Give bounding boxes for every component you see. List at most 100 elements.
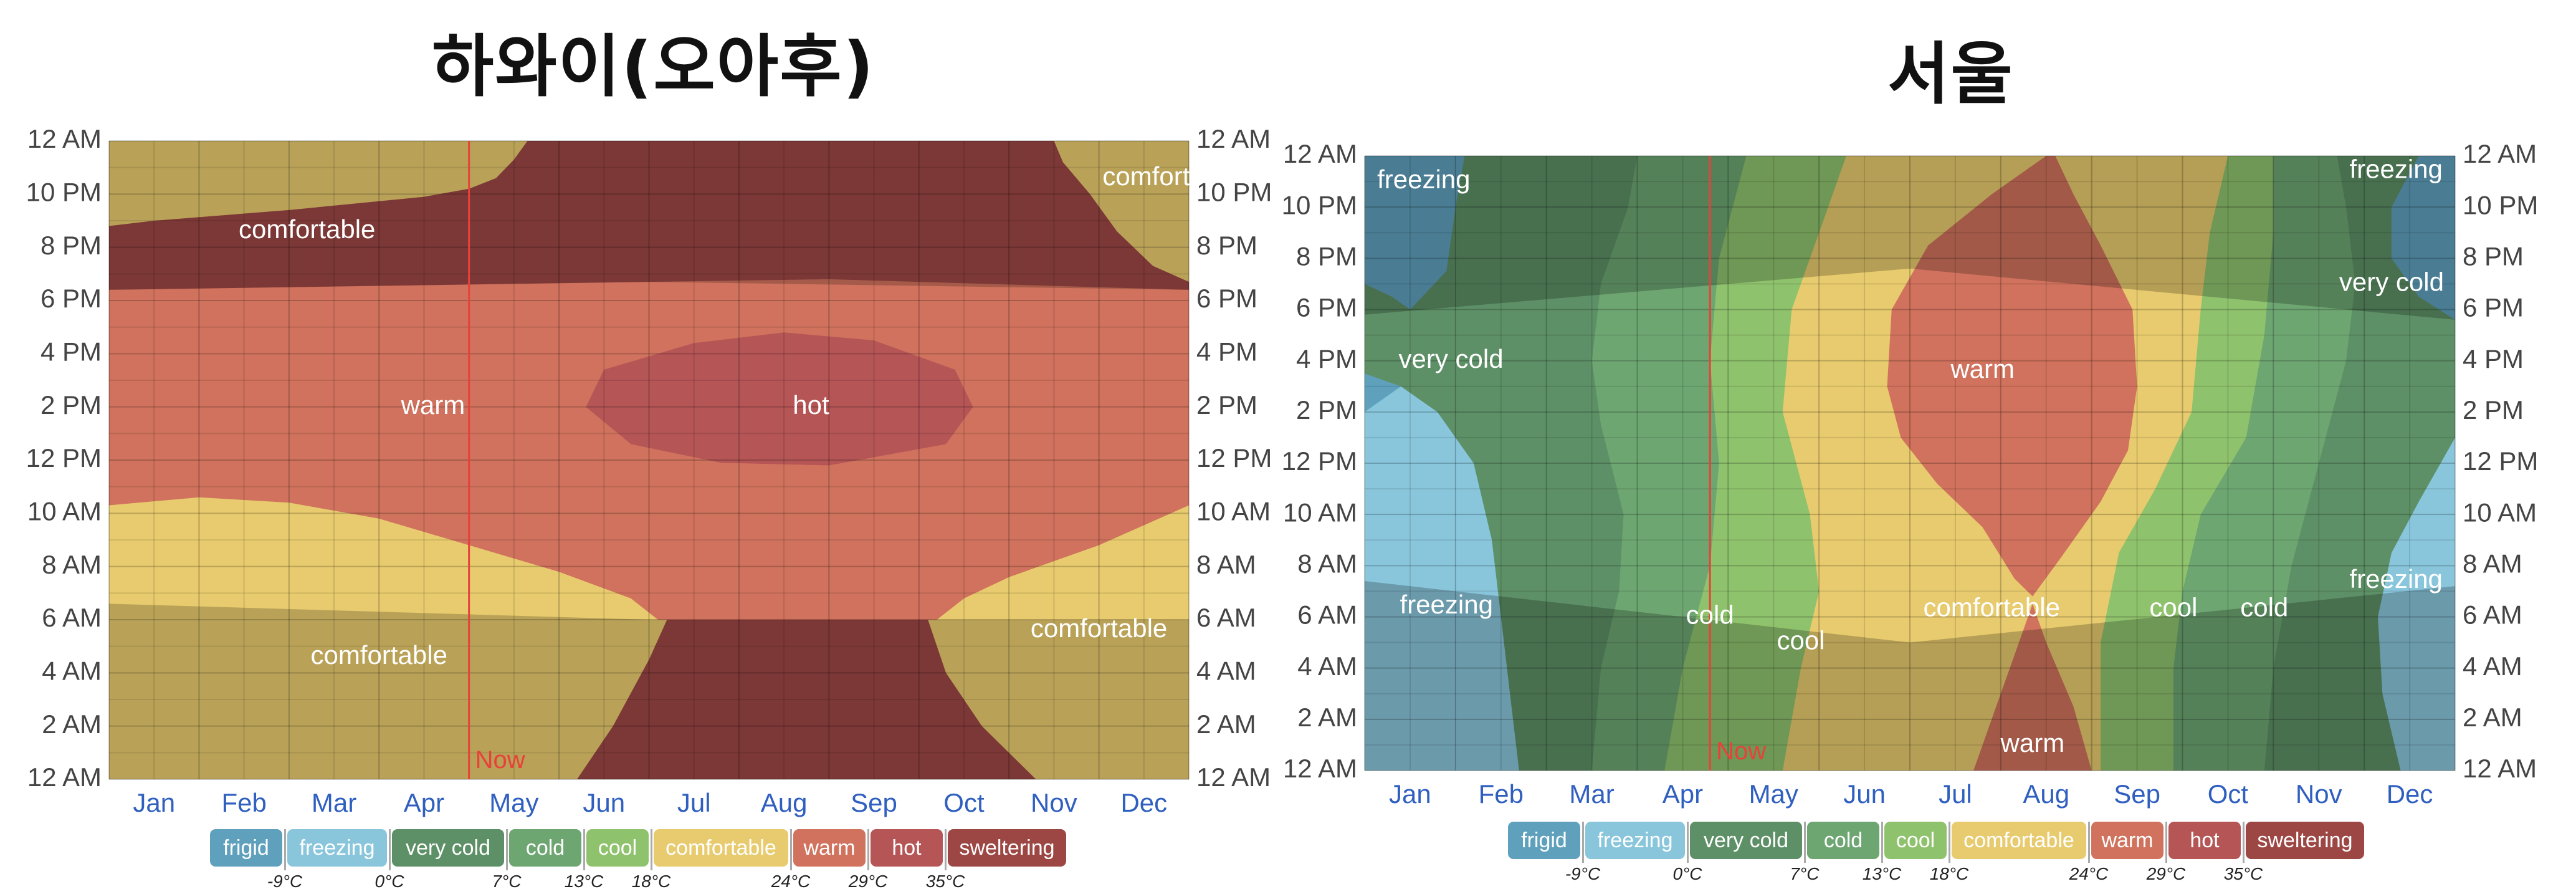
x-tick-label: Oct xyxy=(943,788,985,817)
x-tick-label: Sep xyxy=(851,788,897,817)
y-tick-label: 2 PM xyxy=(1196,390,1257,420)
x-tick-label: Sep xyxy=(2114,779,2160,809)
legend-temperature: 0°C xyxy=(374,872,404,891)
legend-separator xyxy=(583,829,585,870)
legend-item-cool: cool xyxy=(1884,822,1947,859)
night-shading xyxy=(109,141,1189,290)
legend-separator xyxy=(389,829,391,870)
y-tick-label: 8 PM xyxy=(41,231,102,260)
y-tick-label: 6 PM xyxy=(1296,293,1357,322)
x-tick-label: Nov xyxy=(2296,779,2342,809)
y-tick-label: 12 PM xyxy=(1196,443,1272,473)
legend-item-sweltering: sweltering xyxy=(948,829,1066,867)
x-tick-label: Aug xyxy=(2023,779,2069,809)
legend-separator xyxy=(867,829,869,870)
region-label: warm xyxy=(401,390,465,420)
legend-item-sweltering: sweltering xyxy=(2246,822,2364,859)
x-tick-label: Jan xyxy=(133,788,175,817)
y-tick-label: 12 AM xyxy=(27,762,102,792)
y-tick-label: 12 AM xyxy=(1283,754,1357,783)
night-shading xyxy=(1365,156,2455,320)
y-tick-label: 6 PM xyxy=(41,284,102,313)
legend-separator xyxy=(2088,822,2090,863)
y-tick-label: 6 AM xyxy=(2463,600,2522,630)
x-tick-label: Dec xyxy=(2387,779,2433,809)
night-shading xyxy=(109,603,1189,779)
x-tick-label: Nov xyxy=(1031,788,1077,817)
legend-temperature: 24°C xyxy=(771,872,811,891)
legend-temperature: 13°C xyxy=(1862,864,1902,883)
region-sweltering xyxy=(577,620,1036,779)
x-tick-label: Jul xyxy=(677,788,711,817)
legend-item-freezing: freezing xyxy=(1585,822,1685,859)
x-tick-label: Feb xyxy=(1479,779,1524,809)
legend-item-comfortable: comfortable xyxy=(654,829,788,867)
y-tick-label: 12 PM xyxy=(2463,446,2538,476)
legend-temperature: 0°C xyxy=(1672,864,1702,883)
x-tick-label: Mar xyxy=(1569,779,1614,809)
x-tick-label: Dec xyxy=(1120,788,1167,817)
x-tick-label: May xyxy=(489,788,538,817)
y-tick-label: 10 AM xyxy=(1196,496,1271,526)
region-label: very cold xyxy=(1399,344,1504,373)
legend-item-warm: warm xyxy=(793,829,866,867)
region-label: freezing xyxy=(2349,155,2442,184)
legend-separator xyxy=(790,829,792,870)
y-tick-label: 8 PM xyxy=(1196,231,1257,260)
y-tick-label: 8 AM xyxy=(1196,550,1256,579)
region-label: very cold xyxy=(2339,267,2444,297)
legend-item-warm: warm xyxy=(2091,822,2163,859)
y-tick-label: 10 PM xyxy=(1282,190,1357,219)
legend-separator xyxy=(651,829,652,870)
region-label: freezing xyxy=(2349,564,2442,594)
region-label: cold xyxy=(2240,592,2288,622)
legend-separator xyxy=(1582,822,1584,863)
x-tick-label: Feb xyxy=(221,788,266,817)
y-tick-label: 12 PM xyxy=(1282,446,1357,476)
legend-item-cool: cool xyxy=(586,829,649,867)
y-tick-label: 2 PM xyxy=(2463,395,2524,425)
region-label: cold xyxy=(1686,600,1734,630)
seoul-panel: 서울 Now freezing freezing very cold very cold… xyxy=(1282,0,2576,894)
legend-temperature: 7°C xyxy=(1790,864,1820,883)
legend-temperature: 18°C xyxy=(631,872,671,891)
legend-separator xyxy=(1881,822,1883,863)
region-label: freezing xyxy=(1377,165,1470,194)
chart-title: 서울 xyxy=(1887,36,2014,113)
y-tick-label: 12 AM xyxy=(2463,139,2537,168)
y-tick-label: 10 PM xyxy=(2463,190,2538,219)
y-tick-label: 2 AM xyxy=(2463,703,2522,732)
y-tick-label: 2 AM xyxy=(1297,703,1357,732)
legend-item-very-cold: very cold xyxy=(392,829,504,867)
region-warm xyxy=(1973,604,2092,771)
legend-separator xyxy=(284,829,286,870)
x-tick-label: Mar xyxy=(312,788,356,817)
chart-title: 하와이(오아후) xyxy=(432,28,875,106)
y-tick-label: 12 AM xyxy=(1196,762,1271,792)
y-tick-label: 4 PM xyxy=(1296,344,1357,373)
region-label: hot xyxy=(793,390,829,420)
y-tick-label: 4 AM xyxy=(1196,656,1256,685)
y-tick-label: 4 PM xyxy=(2463,344,2524,373)
legend-separator xyxy=(1804,822,1806,863)
y-tick-label: 6 AM xyxy=(42,603,102,632)
x-tick-label: Jan xyxy=(1389,779,1431,809)
y-tick-label: 10 PM xyxy=(26,177,102,206)
y-tick-label: 12 AM xyxy=(27,124,102,153)
legend-separator xyxy=(2165,822,2167,863)
y-tick-label: 4 PM xyxy=(1196,337,1257,366)
legend-temperature: 7°C xyxy=(492,872,522,891)
x-tick-label: Aug xyxy=(761,788,808,817)
now-label: Now xyxy=(1716,738,1766,765)
region-freezing xyxy=(1365,386,1519,771)
region-label: warm xyxy=(1950,354,2015,383)
legend-separator xyxy=(945,829,947,870)
y-tick-label: 4 AM xyxy=(2463,651,2522,681)
x-tick-label: Jul xyxy=(1939,779,1972,809)
legend-separator xyxy=(1949,822,1950,863)
region-label: comfortable xyxy=(1031,613,1167,643)
region-label: warm xyxy=(2000,728,2065,757)
y-tick-label: 6 AM xyxy=(1196,603,1256,632)
legend-temperature: 29°C xyxy=(848,872,888,891)
legend-separator xyxy=(506,829,508,870)
